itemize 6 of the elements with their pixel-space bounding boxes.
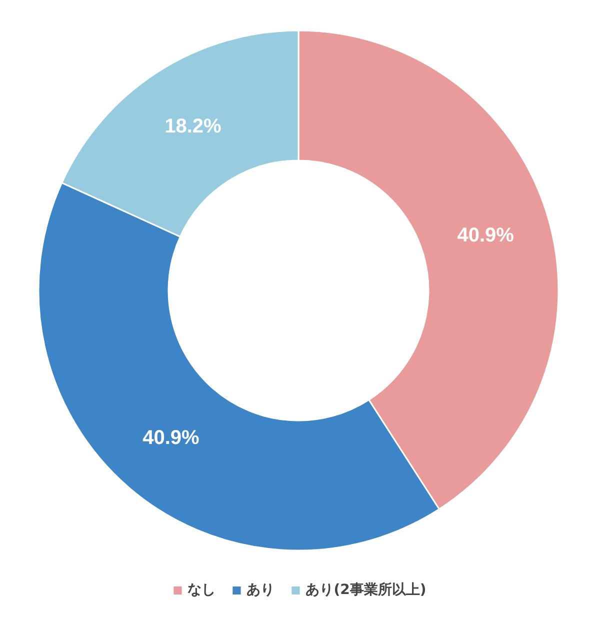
- data-label: 40.9%: [142, 426, 200, 449]
- data-label: 40.9%: [457, 224, 514, 247]
- legend-label: なし: [188, 581, 216, 599]
- legend-label: あり(2事業所以上): [306, 581, 426, 599]
- data-label: 18.2%: [164, 116, 222, 138]
- legend-label: あり: [246, 581, 275, 599]
